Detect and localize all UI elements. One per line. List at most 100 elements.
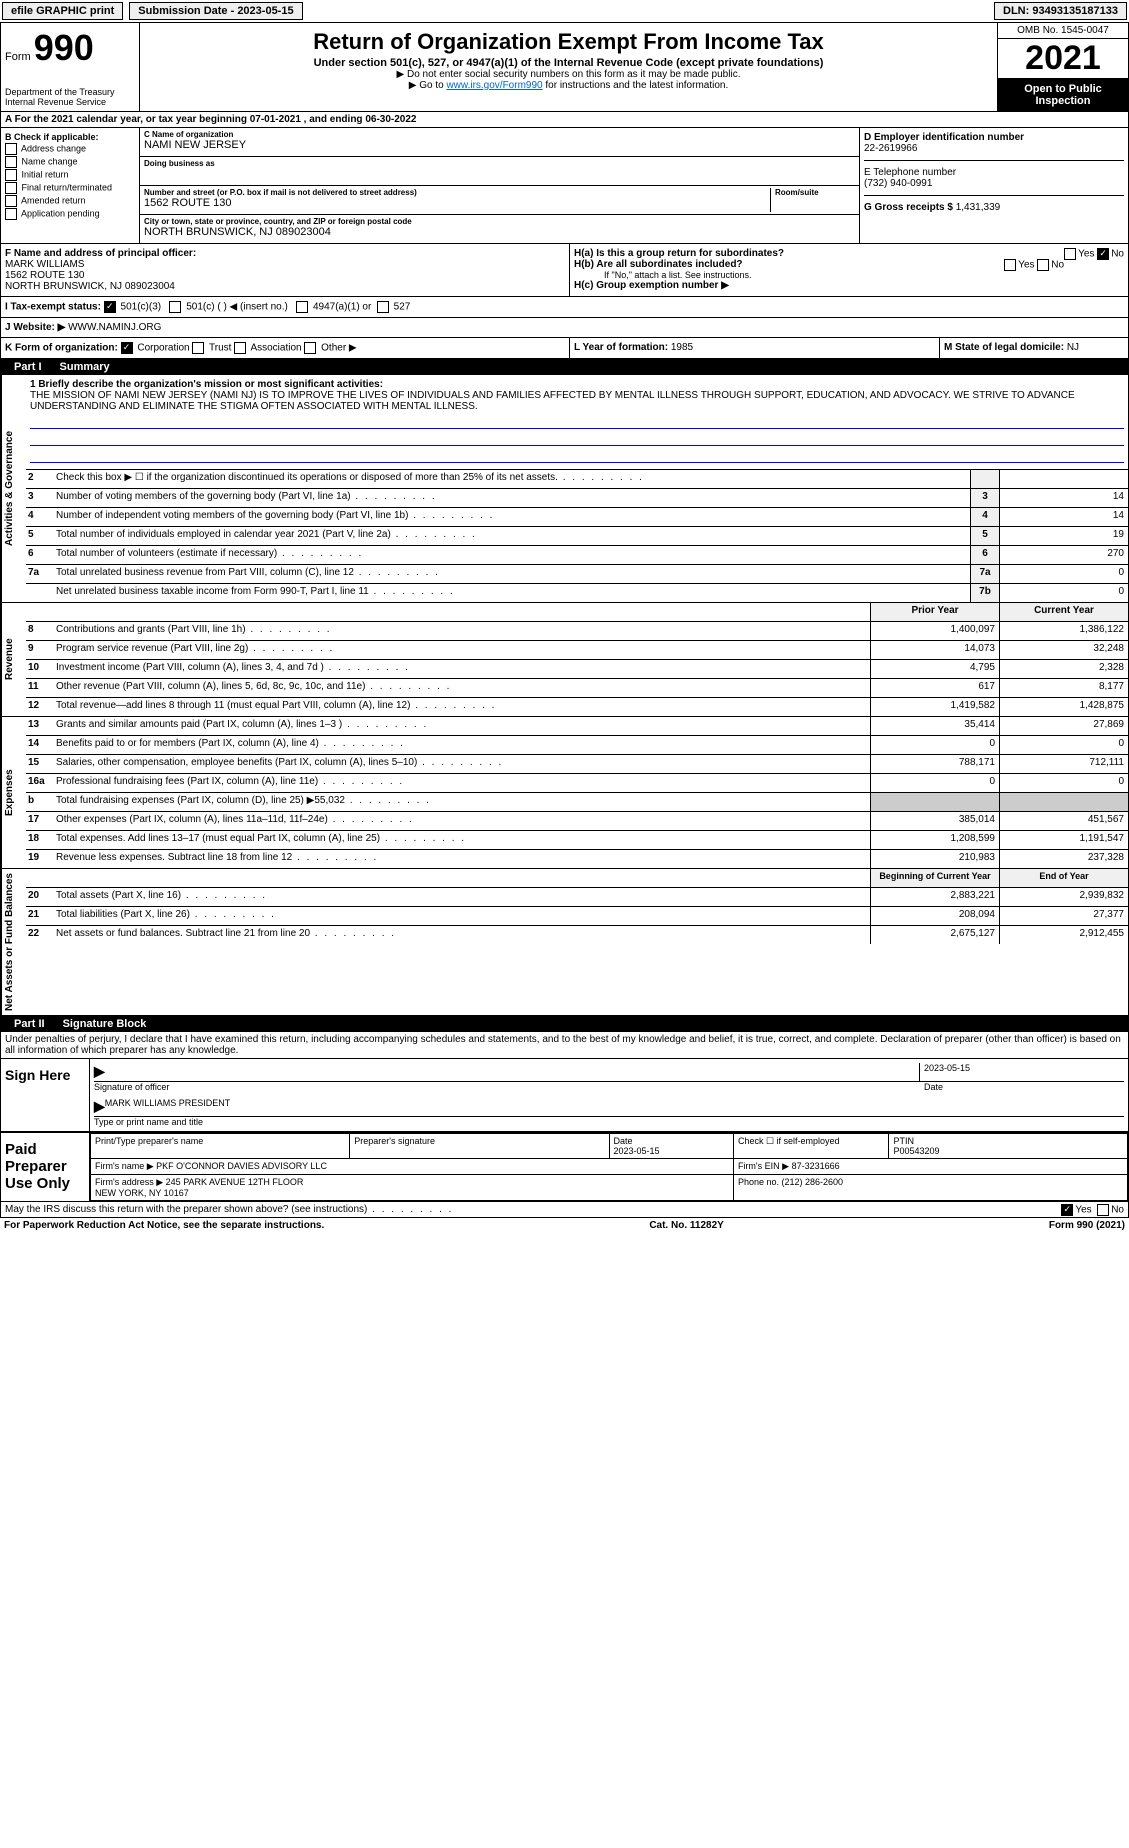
gross-value: 1,431,339	[956, 202, 1001, 213]
goto-note: ▶ Go to www.irs.gov/Form990 for instruct…	[144, 80, 993, 91]
ptin-value: P00543209	[893, 1146, 939, 1156]
table-row: 11 Other revenue (Part VIII, column (A),…	[26, 679, 1128, 698]
officer-name: MARK WILLIAMS	[5, 259, 84, 270]
table-row: 3 Number of voting members of the govern…	[26, 489, 1128, 508]
preparer-date: 2023-05-15	[614, 1146, 660, 1156]
ein-value: 22-2619966	[864, 143, 917, 154]
year-formation: 1985	[671, 342, 693, 353]
arrow-icon: ▶	[94, 1098, 105, 1116]
street-field: Number and street (or P.O. box if mail i…	[140, 186, 859, 215]
table-row: 17 Other expenses (Part IX, column (A), …	[26, 812, 1128, 831]
preparer-label: Paid Preparer Use Only	[1, 1133, 90, 1201]
table-row: 16a Professional fundraising fees (Part …	[26, 774, 1128, 793]
phone-value: (732) 940-0991	[864, 178, 932, 189]
org-name-field: C Name of organization NAMI NEW JERSEY	[140, 128, 859, 157]
discuss-yes-check	[1061, 1204, 1073, 1216]
firm-phone: (212) 286-2600	[782, 1177, 844, 1187]
table-row: 20 Total assets (Part X, line 16) 2,883,…	[26, 888, 1128, 907]
firm-name: PKF O'CONNOR DAVIES ADVISORY LLC	[156, 1161, 327, 1171]
preparer-table: Print/Type preparer's name Preparer's si…	[90, 1133, 1128, 1201]
state-domicile: NJ	[1067, 342, 1079, 353]
table-row: 18 Total expenses. Add lines 13–17 (must…	[26, 831, 1128, 850]
table-row: 10 Investment income (Part VIII, column …	[26, 660, 1128, 679]
preparer-block: Paid Preparer Use Only Print/Type prepar…	[0, 1133, 1129, 1202]
officer-group-row: F Name and address of principal officer:…	[0, 244, 1129, 297]
firm-ein: 87-3231666	[792, 1161, 840, 1171]
omb-number: OMB No. 1545-0047	[998, 23, 1128, 39]
dba-field: Doing business as	[140, 157, 859, 186]
ein-column: D Employer identification number 22-2619…	[859, 128, 1128, 243]
check-name: Name change	[5, 156, 135, 168]
footer-row: For Paperwork Reduction Act Notice, see …	[0, 1218, 1129, 1233]
tax-status-row: I Tax-exempt status: 501(c)(3) 501(c) ( …	[0, 297, 1129, 318]
form-title: Return of Organization Exempt From Incom…	[144, 29, 993, 55]
dln-badge: DLN: 93493135187133	[994, 2, 1127, 20]
footer-left: For Paperwork Reduction Act Notice, see …	[4, 1220, 324, 1231]
table-row: 9 Program service revenue (Part VIII, li…	[26, 641, 1128, 660]
table-row: b Total fundraising expenses (Part IX, c…	[26, 793, 1128, 812]
table-row: 5 Total number of individuals employed i…	[26, 527, 1128, 546]
website-row: J Website: ▶ WWW.NAMINJ.ORG	[0, 318, 1129, 338]
mission-text: THE MISSION OF NAMI NEW JERSEY (NAMI NJ)…	[30, 390, 1075, 412]
footer-mid: Cat. No. 11282Y	[649, 1220, 723, 1231]
vert-revenue: Revenue	[1, 603, 26, 716]
check-501c3	[104, 301, 116, 313]
sign-here-label: Sign Here	[1, 1059, 90, 1131]
street-value: 1562 ROUTE 130	[144, 197, 770, 209]
table-row: 14 Benefits paid to or for members (Part…	[26, 736, 1128, 755]
check-amended: Amended return	[5, 195, 135, 207]
net-assets-section: Net Assets or Fund Balances Beginning of…	[0, 869, 1129, 1016]
b-label: B Check if applicable:	[5, 132, 99, 142]
open-public-badge: Open to Public Inspection	[998, 79, 1128, 111]
org-name: NAMI NEW JERSEY	[144, 139, 855, 151]
name-address-column: C Name of organization NAMI NEW JERSEY D…	[140, 128, 859, 243]
dept-label: Department of the Treasury Internal Reve…	[5, 87, 135, 107]
ssn-note: ▶ Do not enter social security numbers o…	[144, 69, 993, 80]
table-row: 22 Net assets or fund balances. Subtract…	[26, 926, 1128, 944]
officer-name-title: MARK WILLIAMS PRESIDENT	[105, 1098, 231, 1116]
form-title-block: Return of Organization Exempt From Incom…	[140, 23, 997, 111]
sign-date: 2023-05-15	[919, 1063, 1124, 1081]
part1-header: Part I Summary	[0, 359, 1129, 375]
table-row: 2 Check this box ▶ ☐ if the organization…	[26, 470, 1128, 489]
arrow-icon: ▶	[94, 1063, 105, 1081]
form-number: 990	[34, 27, 94, 68]
governance-section: Activities & Governance 1 Briefly descri…	[0, 375, 1129, 603]
form-subtitle: Under section 501(c), 527, or 4947(a)(1)…	[144, 57, 993, 69]
vert-governance: Activities & Governance	[1, 375, 26, 602]
efile-badge: efile GRAPHIC print	[2, 2, 123, 20]
revenue-section: Revenue Prior Year Current Year 8 Contri…	[0, 603, 1129, 717]
mission-box: 1 Briefly describe the organization's mi…	[26, 375, 1128, 470]
form-word: Form	[5, 51, 31, 63]
penalties-text: Under penalties of perjury, I declare th…	[0, 1032, 1129, 1059]
check-pending: Application pending	[5, 208, 135, 220]
top-bar: efile GRAPHIC print Submission Date - 20…	[0, 0, 1129, 23]
check-column: B Check if applicable: Address change Na…	[1, 128, 140, 243]
check-final: Final return/terminated	[5, 182, 135, 194]
irs-link[interactable]: www.irs.gov/Form990	[446, 80, 542, 91]
city-field: City or town, state or province, country…	[140, 215, 859, 243]
submission-date-badge: Submission Date - 2023-05-15	[129, 2, 302, 20]
table-row: 8 Contributions and grants (Part VIII, l…	[26, 622, 1128, 641]
period-text: A For the 2021 calendar year, or tax yea…	[5, 114, 416, 125]
omb-year-block: OMB No. 1545-0047 2021 Open to Public In…	[997, 23, 1128, 111]
check-address: Address change	[5, 143, 135, 155]
vert-net-assets: Net Assets or Fund Balances	[1, 869, 26, 1015]
website-url: WWW.NAMINJ.ORG	[68, 322, 161, 333]
table-row: 7a Total unrelated business revenue from…	[26, 565, 1128, 584]
revenue-header-row: Prior Year Current Year	[26, 603, 1128, 622]
expenses-section: Expenses 13 Grants and similar amounts p…	[0, 717, 1129, 869]
officer-block: F Name and address of principal officer:…	[1, 244, 570, 296]
group-block: H(a) Is this a group return for subordin…	[570, 244, 1128, 296]
table-row: 4 Number of independent voting members o…	[26, 508, 1128, 527]
table-row: 15 Salaries, other compensation, employe…	[26, 755, 1128, 774]
entity-block: B Check if applicable: Address change Na…	[0, 128, 1129, 244]
city-value: NORTH BRUNSWICK, NJ 089023004	[144, 226, 855, 238]
ein-field: D Employer identification number 22-2619…	[864, 132, 1124, 161]
discuss-row: May the IRS discuss this return with the…	[0, 1202, 1129, 1218]
table-row: 12 Total revenue—add lines 8 through 11 …	[26, 698, 1128, 716]
check-initial: Initial return	[5, 169, 135, 181]
vert-expenses: Expenses	[1, 717, 26, 868]
table-row: 21 Total liabilities (Part X, line 26) 2…	[26, 907, 1128, 926]
table-row: 13 Grants and similar amounts paid (Part…	[26, 717, 1128, 736]
